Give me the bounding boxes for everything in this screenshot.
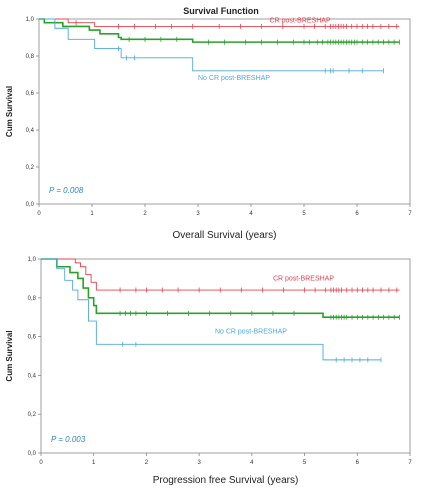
y-tick-label: 0,0 [28, 451, 37, 457]
y-tick-label: 0,8 [26, 54, 35, 60]
x-tick-label: 7 [408, 211, 412, 217]
y-axis-label: Cum Survival [5, 330, 14, 381]
survival-curve [39, 18, 384, 72]
x-tick-label: 3 [197, 460, 201, 466]
x-tick-label: 7 [408, 460, 412, 466]
y-axis-label: Cum Survival [5, 86, 14, 137]
y-tick-label: 0,4 [28, 373, 37, 379]
x-tick-label: 0 [39, 460, 43, 466]
y-tick-label: 0,8 [28, 296, 37, 302]
series-label: No CR post-BRESHAP [215, 329, 287, 336]
chart-panel-2: 0,0 0,2 0,4 0,6 0,8 1,0 0 1 2 3 4 5 6 7 Progression fr… [5, 257, 412, 486]
survival-curve [41, 258, 382, 361]
plot-frame [40, 258, 411, 454]
y-tick-label: 0,0 [26, 202, 35, 208]
y-tick-label: 1,0 [26, 17, 35, 23]
survival-curve [41, 258, 400, 291]
survival-curve [41, 258, 400, 318]
series-label: No CR post-BRESHAP [198, 75, 270, 82]
y-tick-label: 0,2 [26, 165, 35, 171]
x-tick-label: 2 [145, 460, 149, 466]
p-value-annotation: P = 0.008 [49, 186, 84, 195]
series-cr-post-breshap: CR post-BRESHAP [39, 18, 400, 29]
series-label: CR post-BRESHAP [273, 275, 334, 282]
x-tick-label: 1 [90, 211, 94, 217]
x-tick-label: 2 [143, 211, 147, 217]
series-cr-post-breshap: CR post-BRESHAP [41, 258, 400, 293]
x-tick-label: 4 [250, 460, 254, 466]
y-tick-label: 1,0 [28, 257, 37, 263]
plot-frame [38, 18, 411, 205]
series-no-cr-post-breshap: No CR post-BRESHAP [41, 258, 382, 363]
x-axis-label: Progression free Survival (years) [153, 475, 299, 486]
y-tick-label: 0,6 [28, 335, 37, 341]
x-tick-label: 5 [302, 211, 306, 217]
x-tick-label: 5 [303, 460, 307, 466]
x-tick-label: 4 [249, 211, 253, 217]
x-axis-label: Overall Survival (years) [173, 230, 277, 241]
chart-panel-1: 0,0 0,2 0,4 0,6 0,8 1,0 0 1 2 3 4 5 6 7 Overall Surviv… [5, 17, 412, 241]
x-tick-label: 6 [355, 211, 359, 217]
survival-curve [39, 18, 400, 27]
series-no-cr-post-breshap: No CR post-BRESHAP [39, 18, 384, 82]
figure-title: Survival Function [183, 6, 259, 16]
x-tick-label: 0 [37, 211, 41, 217]
p-value-annotation: P = 0.003 [51, 435, 86, 444]
x-tick-label: 1 [92, 460, 96, 466]
series-overall [39, 18, 400, 45]
y-tick-label: 0,4 [26, 128, 35, 134]
x-tick-label: 3 [196, 211, 200, 217]
x-tick-label: 6 [356, 460, 360, 466]
survival-curve [39, 18, 400, 43]
series-label: CR post-BRESHAP [270, 18, 331, 25]
series-overall [41, 258, 400, 320]
y-tick-label: 0,6 [26, 91, 35, 97]
y-tick-label: 0,2 [28, 412, 37, 418]
